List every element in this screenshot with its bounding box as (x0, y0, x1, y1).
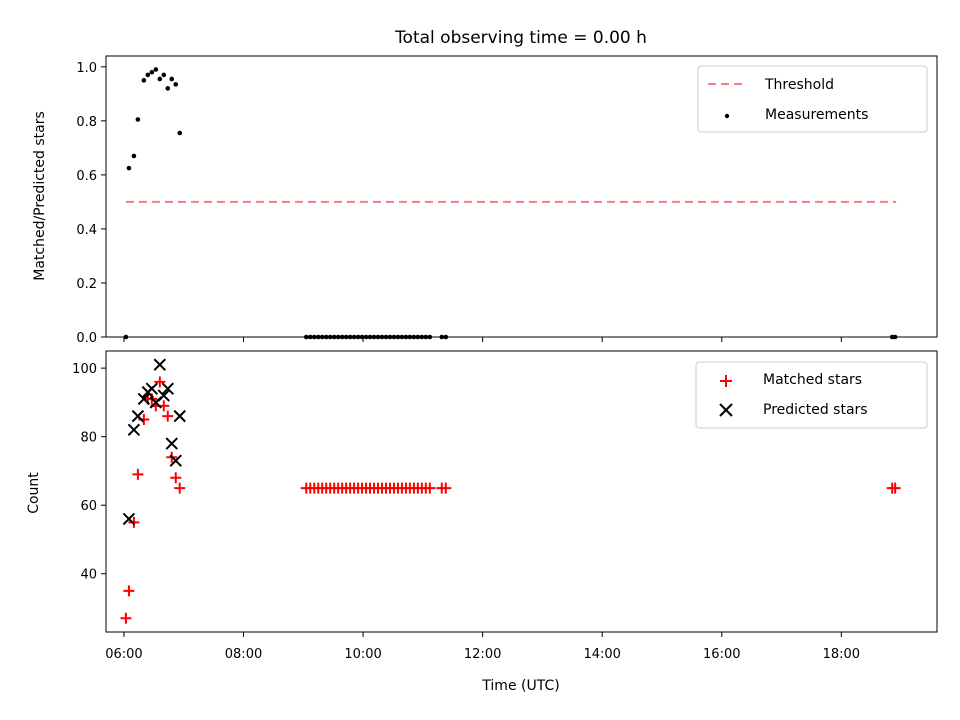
predicted-stars-point (122, 512, 136, 526)
measurements-point (169, 76, 175, 82)
predicted-stars-point (131, 409, 145, 423)
measurements-point (177, 130, 183, 136)
measurements-point (161, 72, 167, 78)
matched-stars-point (170, 472, 182, 484)
top-y-tick-label: 0.4 (76, 223, 97, 238)
x-tick-label: 14:00 (583, 647, 620, 662)
measurements-point (149, 69, 155, 75)
legend-matched-swatch (720, 375, 732, 387)
legend-predicted-swatch (719, 403, 733, 417)
matched-stars-point (174, 482, 186, 494)
bottom-ylabel: Count (26, 472, 42, 514)
top-legend-box (697, 65, 928, 133)
bottom-y-tick-label: 100 (72, 362, 97, 377)
matched-stars-point (120, 612, 132, 624)
x-tick-label: 12:00 (464, 647, 501, 662)
predicted-stars-point (137, 392, 151, 406)
measurements-point (157, 76, 163, 82)
measurements-point (141, 78, 147, 83)
predicted-stars-point (157, 389, 170, 402)
predicted-stars-point (165, 437, 178, 450)
top-y-tick-label: 0.2 (76, 277, 97, 292)
top-y-tick-label: 0.6 (76, 169, 97, 184)
measurements-point (131, 153, 137, 159)
predicted-stars-point (127, 423, 141, 437)
x-tick-label: 08:00 (225, 647, 262, 662)
predicted-stars-point (161, 382, 174, 395)
bottom-axes-frame (105, 350, 938, 633)
matched-stars-point (154, 376, 166, 388)
matched-stars-point (128, 516, 140, 528)
legend-measurements-swatch (724, 113, 730, 119)
top-y-tick-label: 0.0 (76, 331, 97, 346)
measurements-point (165, 86, 171, 91)
predicted-stars-point (173, 409, 186, 423)
bottom-y-tick-label: 40 (80, 568, 97, 583)
predicted-stars-point (145, 382, 159, 395)
matched-stars-point (440, 482, 452, 494)
matched-stars-point (162, 410, 174, 422)
x-tick-label: 10:00 (344, 647, 381, 662)
measurements-point (153, 67, 159, 72)
top-axes-frame (105, 55, 938, 338)
top-y-tick-label: 0.8 (76, 115, 97, 130)
top-ylabel: Matched/Predicted stars (32, 111, 48, 281)
legend-measurements-label: Measurements (765, 107, 868, 123)
matched-stars-point (123, 585, 135, 597)
legend-predicted-label: Predicted stars (763, 402, 868, 418)
measurements-point (135, 117, 141, 122)
top-legend: Threshold Measurements (697, 65, 928, 133)
x-tick-label: 16:00 (703, 647, 740, 662)
measurements-point (126, 165, 132, 171)
legend-threshold-label: Threshold (764, 77, 834, 93)
x-tick-label: 06:00 (105, 647, 142, 662)
x-tick-label: 18:00 (823, 647, 860, 662)
bottom-legend-box (695, 361, 928, 429)
bottom-y-tick-label: 80 (80, 431, 97, 446)
predicted-stars-point (169, 454, 182, 467)
bottom-panel: 06:00 08:00 10:00 12:00 14:00 16:00 18:00 40 60 8… (26, 350, 938, 694)
measurements-point (145, 72, 151, 78)
chart-title: Total observing time = 0.00 h (394, 28, 647, 48)
matched-stars-point (132, 468, 144, 480)
matched-stars-point (424, 482, 436, 494)
x-axis-label: Time (UTC) (481, 678, 559, 694)
measurements-point (173, 82, 179, 87)
matched-stars-point (889, 482, 901, 494)
legend-matched-label: Matched stars (763, 372, 862, 388)
bottom-y-tick-label: 60 (80, 499, 97, 514)
bottom-legend: Matched stars Predicted stars (695, 361, 928, 429)
top-y-tick-label: 1.0 (76, 61, 97, 76)
predicted-stars-point (153, 358, 167, 371)
top-panel: 0.0 0.2 0.4 0.6 0.8 1.0 Matched/Predicted sta… (32, 55, 938, 346)
